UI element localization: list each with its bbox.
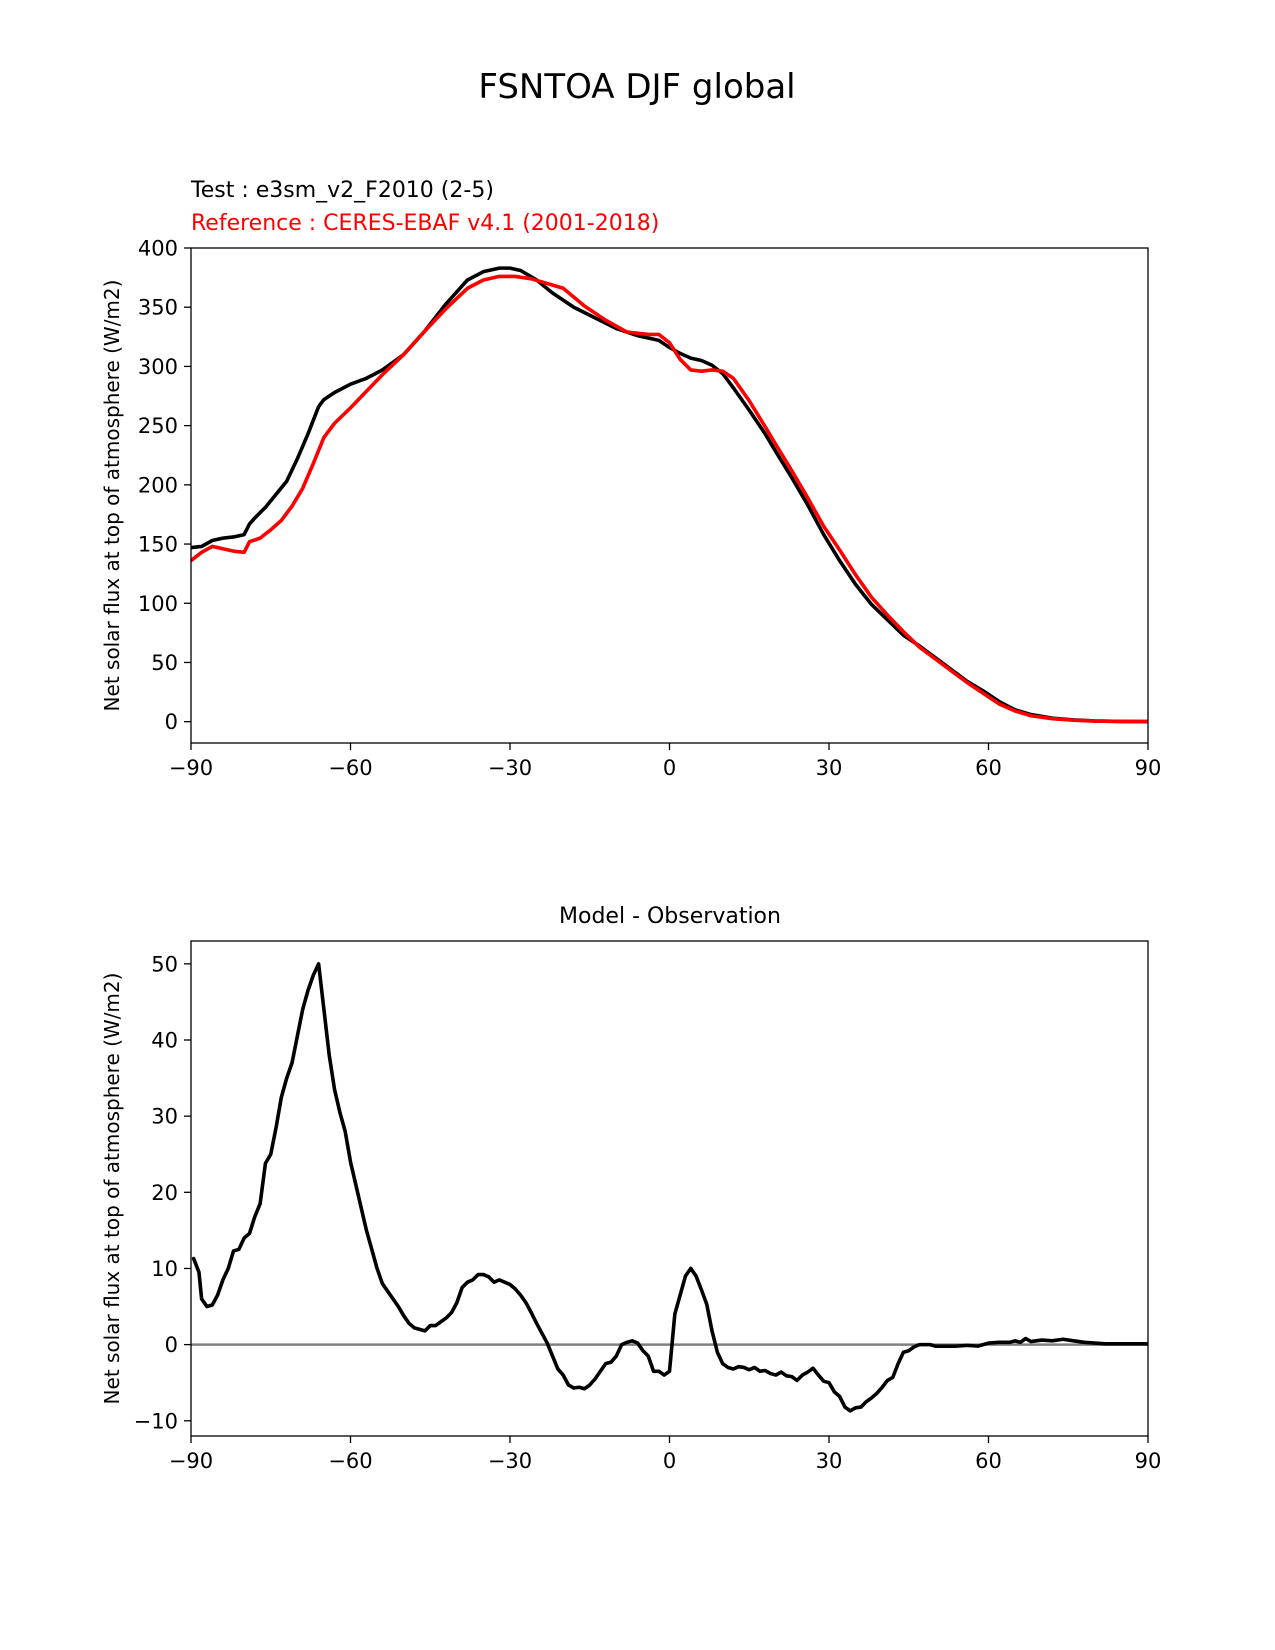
top-y-tick-label: 350 [138, 296, 178, 320]
bottom-x-tick-label: −90 [169, 1449, 213, 1473]
bottom-panel-title: Model - Observation [559, 904, 781, 929]
bottom-x-tick-label: 60 [975, 1449, 1002, 1473]
top-x-tick-label: −60 [328, 756, 372, 780]
top-x-tick-label: 60 [975, 756, 1002, 780]
bottom-x-tick-label: 90 [1135, 1449, 1162, 1473]
bottom-x-tick-label: −60 [328, 1449, 372, 1473]
top-y-tick-label: 300 [138, 355, 178, 379]
top-x-tick-label: −90 [169, 756, 213, 780]
top-panel: Test : e3sm_v2_F2010 (2-5) Reference : C… [100, 178, 1161, 780]
bottom-y-tick-label: 0 [165, 1333, 178, 1357]
bottom-y-tick-label: 10 [151, 1257, 178, 1281]
top-y-tick-label: 0 [165, 710, 178, 734]
top-x-tick-label: −30 [488, 756, 532, 780]
top-y-tick-label: 200 [138, 473, 178, 497]
bottom-y-tick-label: 20 [151, 1181, 178, 1205]
bottom-panel: Model - Observation −90 −60 −30 0 30 60 90 −10 0… [100, 904, 1161, 1473]
bottom-y-tick-label: 30 [151, 1105, 178, 1129]
top-x-tick-label: 0 [663, 756, 676, 780]
bottom-series-line-test [191, 962, 1148, 1413]
bottom-y-tick-label: −10 [134, 1409, 178, 1433]
legend-reference-label: Reference : CERES-EBAF v4.1 (2001-2018) [191, 211, 659, 236]
top-y-tick-label: 50 [151, 651, 178, 675]
bottom-y-tick-label: 40 [151, 1029, 178, 1053]
bottom-x-tick-label: 30 [816, 1449, 843, 1473]
top-y-tick-label: 150 [138, 533, 178, 557]
top-y-axis-label: Net solar flux at top of atmosphere (W/m… [100, 280, 124, 712]
bottom-x-tick-label: 0 [663, 1449, 676, 1473]
top-y-tick-label: 250 [138, 414, 178, 438]
bottom-x-tick-label: −30 [488, 1449, 532, 1473]
legend-test-label: Test : e3sm_v2_F2010 (2-5) [190, 178, 494, 203]
top-axes-frame [190, 247, 1149, 744]
bottom-y-axis-label: Net solar flux at top of atmosphere (W/m… [100, 973, 124, 1405]
top-y-tick-label: 100 [138, 592, 178, 616]
figure-title: FSNTOA DJF global [478, 67, 795, 107]
bottom-y-tick-label: 50 [151, 952, 178, 976]
top-x-tick-label: 90 [1135, 756, 1162, 780]
top-x-tick-label: 30 [816, 756, 843, 780]
top-series-line-reference [191, 274, 1148, 724]
top-series-line-test [191, 266, 1148, 724]
top-y-tick-label: 400 [138, 237, 178, 261]
